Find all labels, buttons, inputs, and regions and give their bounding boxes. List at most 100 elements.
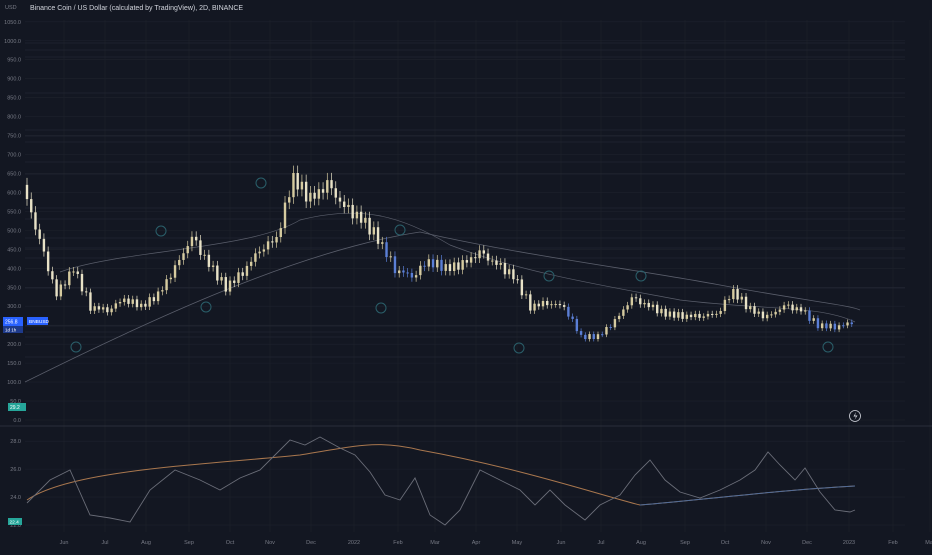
candle-body	[46, 251, 50, 272]
osc-tag	[8, 518, 22, 525]
candle-body	[123, 298, 126, 303]
y-tick-label: 500.0	[7, 228, 21, 234]
candle-body	[837, 325, 841, 330]
candle-body	[376, 227, 380, 244]
event-marker-icon[interactable]	[70, 341, 82, 353]
event-marker-icon[interactable]	[394, 224, 406, 236]
candle-body	[685, 314, 689, 319]
candle-body	[220, 277, 223, 281]
candle-body	[698, 313, 701, 318]
candle-body	[317, 189, 321, 199]
y-tick-label: 1000.0	[4, 39, 21, 45]
candle-body	[533, 303, 536, 311]
candle-body	[732, 289, 735, 300]
candle-body	[326, 180, 329, 193]
candle-body	[427, 259, 431, 267]
osc-tag-label: 22.4	[10, 520, 20, 526]
symbol-tag-label: BNBUSD	[29, 319, 50, 325]
y-tick-label: 350.0	[7, 285, 21, 291]
x-tick-label: Feb	[393, 540, 402, 546]
indicator-tag	[8, 403, 26, 411]
candle-body	[482, 250, 485, 254]
candle-body	[554, 304, 557, 306]
candle-body	[266, 241, 270, 250]
candle-body	[664, 308, 667, 317]
candle-body	[634, 297, 638, 299]
event-marker-icon[interactable]	[822, 341, 834, 353]
candle-body	[389, 256, 392, 258]
last-price-tag	[3, 317, 23, 326]
candle-body	[744, 296, 748, 310]
candle-body	[55, 279, 58, 297]
candle-body	[51, 271, 54, 280]
candle-body	[736, 289, 739, 300]
event-marker-icon[interactable]	[200, 301, 212, 313]
candle-body	[190, 236, 194, 247]
candle-body	[34, 212, 37, 230]
candle-body	[279, 228, 282, 238]
candle-body	[782, 305, 786, 310]
event-marker-icon[interactable]	[635, 270, 647, 282]
candle-body	[558, 304, 562, 306]
candle-body	[182, 253, 185, 260]
candle-body	[199, 240, 202, 255]
candle-body	[101, 307, 105, 310]
candle-body	[842, 325, 845, 327]
x-tick-label: Sep	[184, 540, 194, 546]
y-tick-label: 950.0	[7, 58, 21, 64]
event-marker-icon[interactable]	[513, 342, 525, 354]
candle-body	[567, 306, 570, 317]
candle-body	[512, 269, 515, 280]
candle-body	[516, 279, 519, 281]
candle-body	[406, 272, 409, 274]
candle-body	[211, 265, 215, 267]
y-tick-label: 300.0	[7, 304, 21, 310]
candles	[25, 165, 853, 342]
countdown-tag	[3, 326, 23, 333]
candle-body	[334, 188, 337, 198]
candle-body	[106, 307, 109, 313]
x-tick-label: Mar	[430, 540, 440, 546]
price-unit-label: USD	[5, 5, 17, 11]
candle-body	[774, 311, 777, 315]
candle-body	[423, 265, 426, 267]
candle-body	[677, 312, 680, 318]
event-marker-icon[interactable]	[255, 177, 267, 189]
candle-body	[25, 184, 29, 200]
candle-body	[757, 311, 760, 314]
candle-body	[114, 303, 118, 309]
candle-body	[89, 292, 92, 311]
candle-body	[321, 189, 325, 193]
y-tick-label: 400.0	[7, 266, 21, 272]
candle-body	[224, 277, 227, 292]
x-tick-label: Feb	[888, 540, 897, 546]
event-marker-icon[interactable]	[155, 225, 167, 237]
candle-body	[110, 308, 113, 313]
candle-body	[639, 298, 642, 305]
candle-body	[816, 318, 820, 329]
candle-body	[355, 211, 359, 219]
candle-body	[42, 238, 46, 252]
candle-body	[330, 180, 333, 189]
candle-body	[271, 241, 274, 243]
candle-body	[715, 313, 718, 315]
candle-body	[795, 307, 798, 311]
candle-body	[72, 271, 75, 273]
candle-body	[372, 227, 376, 235]
candle-body	[503, 262, 507, 275]
candle-body	[97, 306, 101, 310]
last-price-label: 256.8	[5, 320, 18, 326]
candle-body	[486, 253, 490, 261]
candle-body	[262, 249, 266, 252]
candle-body	[414, 275, 418, 278]
candle-body	[118, 302, 122, 304]
candle-body	[309, 192, 312, 202]
event-marker-icon[interactable]	[543, 270, 555, 282]
event-marker-icon[interactable]	[375, 302, 387, 314]
candle-body	[660, 308, 663, 314]
x-tick-label: Jun	[60, 540, 69, 546]
candle-body	[465, 260, 469, 263]
y-tick-label: 150.0	[7, 361, 21, 367]
candle-body	[178, 259, 181, 266]
